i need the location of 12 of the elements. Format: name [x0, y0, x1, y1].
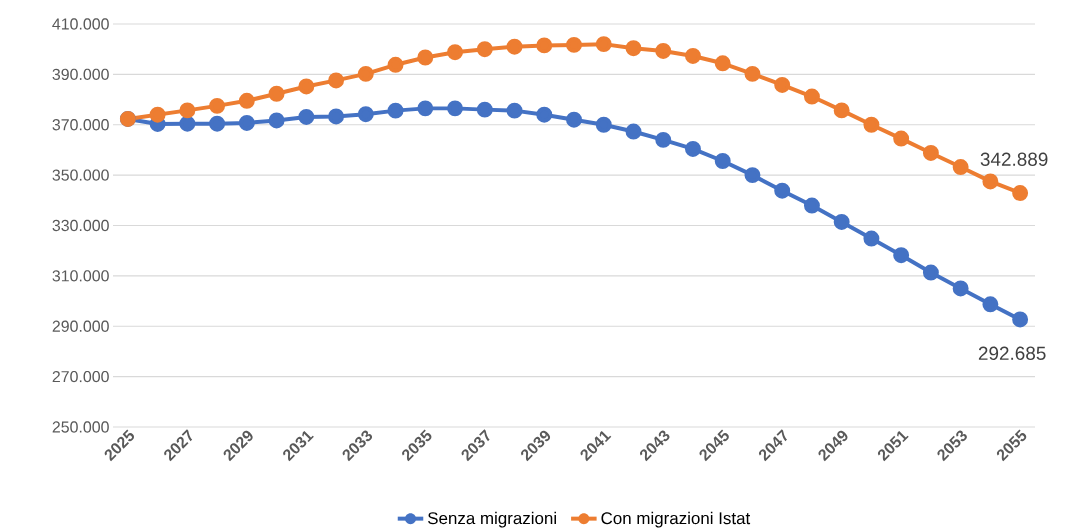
y-tick-label: 370.000	[52, 119, 109, 131]
y-tick-label: 310.000	[52, 270, 109, 282]
y-tick-label: 390.000	[52, 68, 109, 81]
data-label: 342.889	[980, 152, 1048, 167]
y-tick-label: 410.000	[52, 18, 109, 30]
y-tick-label: 330.000	[52, 220, 109, 232]
y-tick-label: 270.000	[52, 371, 109, 383]
data-label: 292.685	[978, 346, 1046, 361]
y-tick-label: 290.000	[52, 320, 109, 333]
legend-label: Con migrazioni Istat	[601, 512, 751, 528]
legend-label: Senza migrazioni	[428, 512, 556, 528]
y-tick-label: 350.000	[52, 169, 109, 181]
